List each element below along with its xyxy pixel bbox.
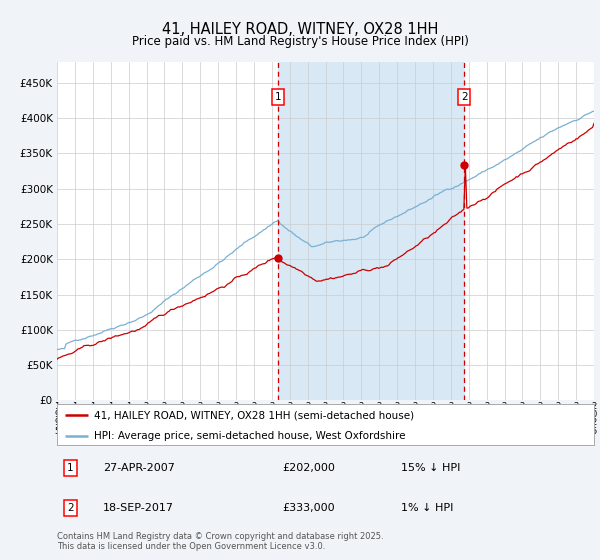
Text: 27-APR-2007: 27-APR-2007 — [103, 463, 175, 473]
Text: £202,000: £202,000 — [283, 463, 335, 473]
Text: 2: 2 — [461, 92, 467, 102]
Text: Contains HM Land Registry data © Crown copyright and database right 2025.
This d: Contains HM Land Registry data © Crown c… — [57, 532, 383, 552]
Text: Price paid vs. HM Land Registry's House Price Index (HPI): Price paid vs. HM Land Registry's House … — [131, 35, 469, 48]
Text: 1% ↓ HPI: 1% ↓ HPI — [401, 503, 453, 513]
Text: HPI: Average price, semi-detached house, West Oxfordshire: HPI: Average price, semi-detached house,… — [94, 431, 405, 441]
Text: 1: 1 — [274, 92, 281, 102]
Text: 2: 2 — [67, 503, 74, 513]
Text: £333,000: £333,000 — [283, 503, 335, 513]
Bar — [278, 62, 464, 400]
Text: 41, HAILEY ROAD, WITNEY, OX28 1HH (semi-detached house): 41, HAILEY ROAD, WITNEY, OX28 1HH (semi-… — [94, 410, 413, 421]
Text: 18-SEP-2017: 18-SEP-2017 — [103, 503, 173, 513]
Text: 1: 1 — [67, 463, 74, 473]
Text: 41, HAILEY ROAD, WITNEY, OX28 1HH: 41, HAILEY ROAD, WITNEY, OX28 1HH — [162, 22, 438, 38]
Text: 15% ↓ HPI: 15% ↓ HPI — [401, 463, 460, 473]
